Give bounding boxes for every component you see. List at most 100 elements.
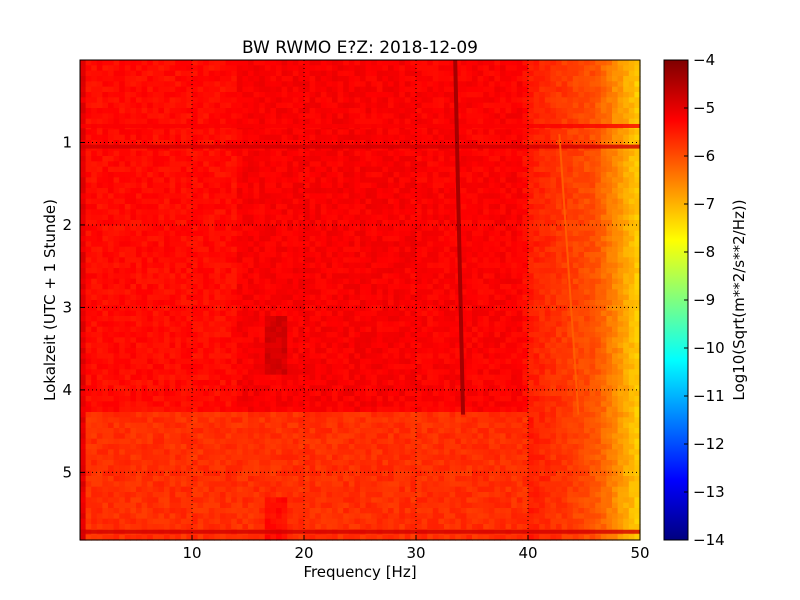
heatmap-cell: [80, 60, 87, 66]
heatmap-cell: [410, 65, 417, 72]
heatmap-cell: [326, 236, 333, 242]
heatmap-cell: [634, 257, 641, 264]
heatmap-cell: [180, 102, 187, 109]
heatmap-cell: [220, 278, 227, 285]
heatmap-cell: [494, 316, 501, 322]
heatmap-cell: [466, 204, 473, 210]
heatmap-cell: [505, 113, 512, 120]
heatmap-cell: [572, 60, 579, 66]
heatmap-cell: [248, 246, 255, 253]
heatmap-cell: [186, 140, 193, 146]
heatmap-cell: [578, 76, 585, 82]
heatmap-cell: [472, 193, 479, 200]
heatmap-cell: [584, 156, 591, 162]
heatmap-cell: [466, 172, 473, 178]
heatmap-cell: [500, 278, 507, 285]
heatmap-cell: [354, 252, 361, 258]
heatmap-cell: [360, 225, 367, 232]
heatmap-cell: [337, 65, 344, 72]
heatmap-cell: [197, 220, 204, 226]
heatmap-cell: [175, 92, 182, 98]
heatmap-cell: [444, 236, 451, 242]
heatmap-cell: [96, 161, 103, 168]
heatmap-cell: [208, 300, 215, 306]
heatmap-cell: [539, 134, 546, 141]
heatmap-cell: [348, 316, 355, 322]
heatmap-cell: [141, 188, 148, 194]
heatmap-cell: [152, 150, 159, 157]
heatmap-cell: [147, 214, 154, 221]
heatmap-cell: [152, 129, 159, 136]
heatmap-cell: [80, 70, 87, 77]
heatmap-cell: [119, 76, 126, 82]
heatmap-cell: [466, 166, 473, 173]
heatmap-cell: [158, 214, 165, 221]
heatmap-cell: [141, 150, 148, 157]
heatmap-cell: [85, 172, 92, 178]
heatmap-cell: [264, 214, 271, 221]
heatmap-cell: [360, 310, 367, 317]
heatmap-cell: [416, 166, 423, 173]
heatmap-cell: [494, 209, 501, 216]
heatmap-cell: [528, 118, 535, 125]
heatmap-cell: [80, 252, 87, 258]
heatmap-cell: [214, 172, 221, 178]
heatmap-cell: [567, 150, 574, 157]
heatmap-cell: [108, 220, 115, 226]
heatmap-cell: [169, 177, 176, 184]
heatmap-cell: [617, 150, 624, 157]
heatmap-cell: [236, 150, 243, 157]
heatmap-cell: [539, 252, 546, 258]
heatmap-cell: [147, 102, 154, 109]
heatmap-cell: [130, 262, 137, 269]
heatmap-cell: [208, 198, 215, 205]
heatmap-cell: [612, 65, 619, 72]
heatmap-cell: [197, 278, 204, 285]
heatmap-cell: [522, 108, 529, 114]
heatmap-cell: [360, 188, 367, 194]
heatmap-cell: [242, 166, 249, 173]
heatmap-cell: [600, 273, 607, 280]
heatmap-cell: [276, 129, 283, 136]
heatmap-cell: [460, 65, 467, 72]
heatmap-cell: [309, 97, 316, 104]
heatmap-cell: [421, 81, 428, 88]
heatmap-cell: [505, 76, 512, 82]
heatmap-cell: [304, 220, 311, 226]
heatmap-cell: [556, 150, 563, 157]
heatmap-cell: [343, 150, 350, 157]
heatmap-cell: [477, 92, 484, 98]
heatmap-cell: [561, 118, 568, 125]
heatmap-cell: [416, 92, 423, 98]
heatmap-cell: [617, 268, 624, 274]
heatmap-cell: [248, 182, 255, 189]
heatmap-cell: [169, 108, 176, 114]
heatmap-cell: [606, 204, 613, 210]
heatmap-cell: [320, 129, 327, 136]
heatmap-cell: [320, 86, 327, 93]
heatmap-cell: [152, 97, 159, 104]
heatmap-cell: [141, 316, 148, 322]
heatmap-cell: [584, 102, 591, 109]
heatmap-cell: [393, 118, 400, 125]
heatmap-cell: [108, 241, 115, 248]
heatmap-cell: [628, 220, 635, 226]
heatmap-cell: [382, 140, 389, 146]
heatmap-cell: [264, 113, 271, 120]
heatmap-cell: [315, 278, 322, 285]
heatmap-cell: [393, 236, 400, 242]
heatmap-cell: [483, 204, 490, 210]
heatmap-cell: [337, 268, 344, 274]
heatmap-cell: [348, 134, 355, 141]
heatmap-cell: [214, 241, 221, 248]
heatmap-cell: [500, 97, 507, 104]
heatmap-cell: [544, 241, 551, 248]
heatmap-cell: [455, 60, 462, 66]
heatmap-cell: [556, 188, 563, 194]
heatmap-cell: [528, 289, 535, 296]
heatmap-cell: [270, 81, 277, 88]
heatmap-cell: [444, 220, 451, 226]
heatmap-cell: [623, 177, 630, 184]
heatmap-cell: [270, 294, 277, 301]
heatmap-cell: [124, 76, 131, 82]
